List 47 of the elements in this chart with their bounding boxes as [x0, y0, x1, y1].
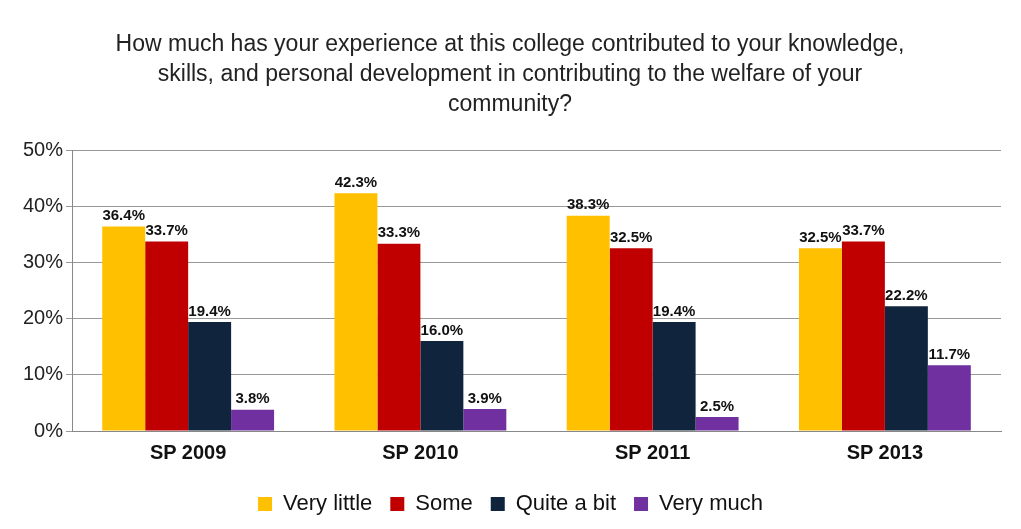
y-tick-label: 40% [23, 193, 64, 216]
bar [884, 306, 928, 431]
bar [695, 416, 739, 431]
x-tick-label: SP 2010 [382, 440, 459, 463]
bar [420, 341, 464, 431]
bar [102, 226, 146, 431]
bar [334, 193, 378, 431]
bar [609, 248, 653, 431]
data-label: 16.0% [420, 320, 464, 338]
data-label: 32.5% [609, 227, 653, 245]
bar [231, 409, 275, 431]
data-label: 33.3% [377, 223, 421, 241]
data-label: 2.5% [699, 396, 735, 414]
x-tick-label: SP 2011 [615, 440, 691, 463]
y-tick-label: 50% [23, 137, 64, 160]
data-label: 19.4% [188, 301, 231, 319]
data-label: 42.3% [334, 172, 378, 190]
data-label: 22.2% [885, 285, 928, 303]
bar [188, 321, 232, 431]
bar [463, 409, 507, 431]
legend-label: Very much [659, 490, 763, 516]
data-label: 36.4% [102, 206, 145, 224]
data-label: 33.7% [145, 221, 188, 239]
bar [798, 248, 842, 431]
chart-title: How much has your experience at this college contributed to your knowledge, skills, and personal development in contributing to the welfare of your community? [114, 29, 906, 118]
bar [377, 243, 421, 431]
y-tick-label: 20% [23, 306, 64, 329]
data-label: 19.4% [652, 301, 696, 319]
y-tick-label: 0% [34, 418, 64, 441]
legend-label: Quite a bit [515, 490, 617, 516]
y-tick-label: 10% [23, 362, 64, 385]
data-label: 11.7% [928, 344, 971, 362]
bar [566, 215, 610, 431]
x-tick-label: SP 2009 [149, 440, 227, 463]
data-label: 32.5% [799, 227, 842, 245]
data-label: 3.8% [235, 389, 270, 407]
legend-label: Very little [283, 490, 373, 516]
x-tick-label: SP 2013 [846, 440, 924, 463]
bar [841, 241, 885, 431]
y-tick-label: 30% [23, 249, 64, 272]
bar [927, 365, 971, 431]
data-label: 38.3% [566, 195, 610, 213]
bar [652, 321, 696, 431]
data-label: 33.7% [842, 221, 885, 239]
data-label: 3.9% [467, 388, 502, 406]
bar [145, 241, 189, 431]
legend-label: Some [415, 490, 473, 516]
